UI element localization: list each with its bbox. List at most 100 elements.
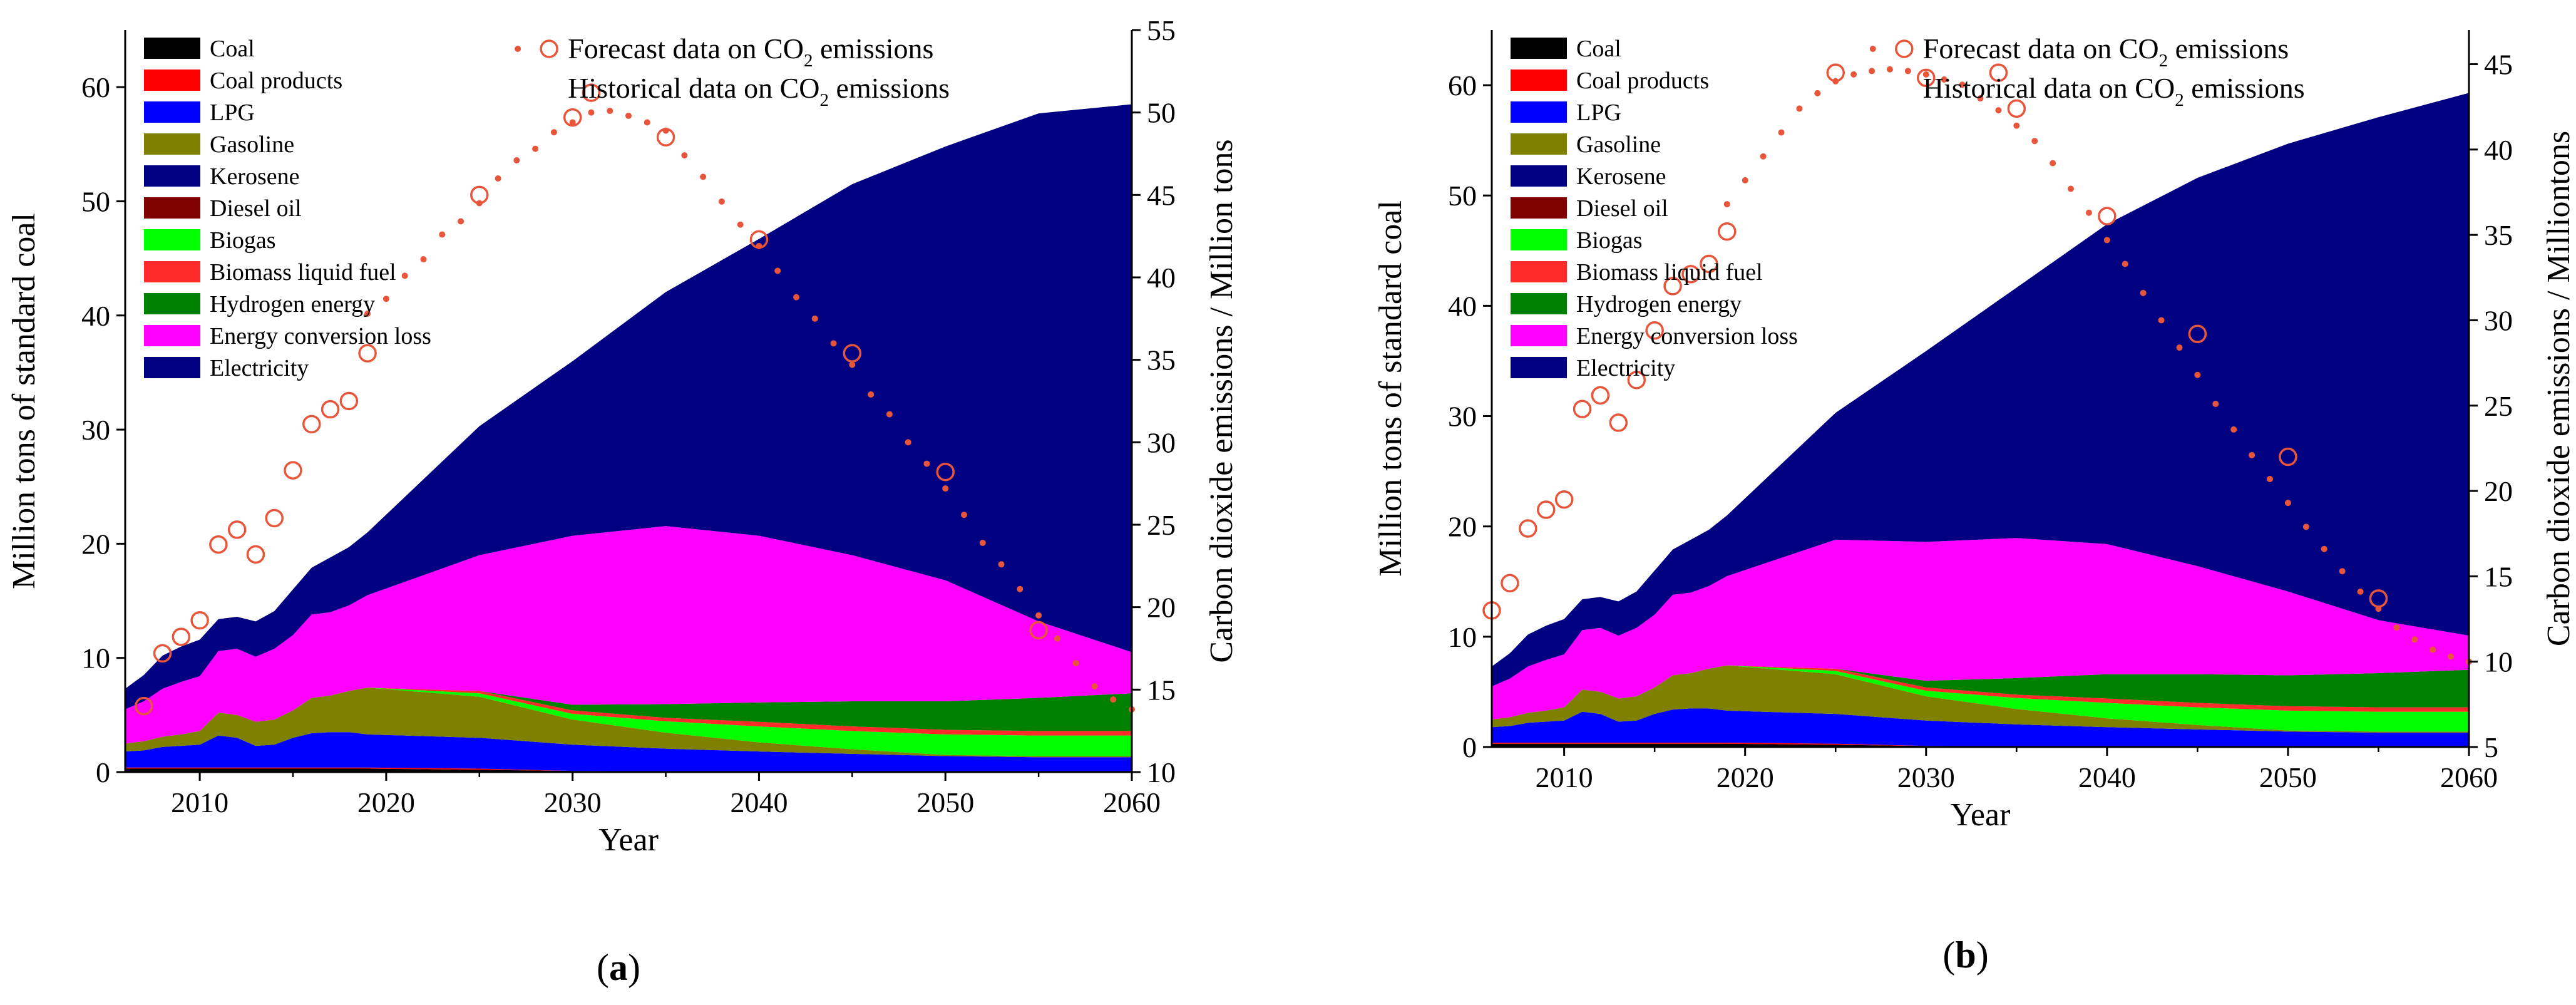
forecast-point	[1035, 612, 1042, 619]
x-tick-label: 2050	[916, 786, 974, 818]
y2-tick-label: 25	[1147, 509, 1176, 541]
forecast-point	[1760, 153, 1767, 160]
forecast-point	[458, 218, 464, 225]
forecast-point	[2448, 653, 2455, 660]
legend-label: Hydrogen energy	[210, 291, 375, 317]
area-lpg	[1492, 708, 2469, 747]
historical-point	[1591, 386, 1610, 405]
legend-label: Kerosene	[210, 163, 299, 190]
area-biomass-liquid-fuel	[125, 688, 1132, 744]
historical-point	[209, 535, 228, 554]
historical-point	[358, 344, 377, 363]
forecast-point	[2103, 237, 2110, 244]
forecast-point	[513, 157, 520, 164]
legend-label: Gasoline	[1576, 131, 1661, 158]
historical-point	[1718, 222, 1737, 241]
historical-point	[1501, 574, 1519, 593]
legend-swatch	[1511, 261, 1567, 282]
legend-swatch	[1511, 293, 1567, 314]
forecast-point	[1814, 90, 1821, 96]
forecast-point	[1941, 76, 1947, 83]
chart-panel-a: 2010 2020 2030 2040 2050 20600102030405060101…	[6, 14, 1239, 988]
legend-swatch	[1511, 165, 1567, 187]
forecast-point	[700, 173, 707, 180]
historical-point	[1029, 621, 1048, 640]
forecast-point	[550, 129, 557, 136]
y-tick-label: 60	[1448, 70, 1477, 101]
area-coal-products	[125, 767, 1132, 772]
y-tick-label: 20	[81, 528, 110, 560]
legend-swatch	[1511, 197, 1567, 219]
legend-label: Coal products	[1576, 68, 1709, 94]
legend-swatch	[144, 261, 200, 282]
forecast-point	[979, 539, 986, 546]
stacked-areas	[125, 104, 1132, 772]
forecast-point	[1796, 105, 1803, 112]
forecast-point	[1886, 66, 1893, 73]
forecast-point	[420, 256, 427, 263]
forecast-point	[1091, 683, 1098, 690]
legend-historical-label: Historical data on CO2 emissions	[1923, 72, 2305, 110]
y2-axis-title: Carbon dioxide emissions / Million tons	[1204, 139, 1239, 662]
legend-swatch	[144, 357, 200, 378]
legend-label: Diesel oil	[1576, 195, 1668, 222]
forecast-point	[1072, 660, 1079, 667]
legend-label: Energy conversion loss	[1576, 323, 1798, 349]
area-electricity	[125, 104, 1132, 709]
area-biogas	[1492, 665, 2469, 732]
forecast-point	[2158, 317, 2165, 324]
y2-tick-label: 25	[2484, 390, 2513, 422]
legend-label: Coal	[210, 36, 255, 62]
legend-swatch	[144, 293, 200, 314]
historical-point	[563, 108, 582, 127]
historical-point	[1989, 63, 2008, 82]
x-tick-label: 2030	[1897, 761, 1955, 793]
forecast-point	[2068, 185, 2075, 192]
y-tick-label: 20	[1448, 511, 1477, 543]
forecast-point	[1850, 71, 1857, 78]
historical-point	[2188, 324, 2207, 344]
x-tick-label: 2020	[1716, 761, 1774, 793]
forecast-point	[1869, 68, 1876, 75]
legend-label: Coal products	[210, 68, 342, 94]
forecast-point	[2140, 289, 2147, 296]
forecast-point	[588, 109, 595, 116]
forecast-point	[495, 175, 501, 182]
forecast-point	[2013, 122, 2020, 129]
forecast-point	[569, 119, 576, 126]
forecast-point	[625, 112, 632, 119]
forecast-point	[2050, 160, 2056, 167]
legend-label: LPG	[1576, 100, 1621, 126]
legend-swatch	[1511, 38, 1567, 59]
y2-tick-label: 30	[1147, 426, 1176, 458]
forecast-point	[644, 119, 650, 126]
y2-tick-label: 35	[2484, 219, 2513, 251]
y2-tick-label: 55	[1147, 14, 1176, 46]
y2-tick-label: 30	[2484, 304, 2513, 336]
forecast-point	[905, 439, 911, 446]
y-tick-label: 60	[81, 71, 110, 103]
forecast-point	[998, 561, 1005, 568]
y-tick-label: 0	[96, 756, 110, 788]
legend-swatch	[144, 229, 200, 250]
forecast-point	[2357, 588, 2364, 595]
forecast-point	[961, 512, 967, 518]
forecast-point	[1017, 585, 1024, 592]
forecast-point	[607, 108, 613, 115]
area-hydrogen-energy	[125, 688, 1132, 744]
y2-tick-label: 45	[2484, 49, 2513, 81]
y-tick-label: 50	[81, 185, 110, 217]
y2-tick-label: 10	[2484, 646, 2513, 678]
forecast-point	[2284, 500, 2291, 507]
historical-point	[265, 508, 284, 528]
legend-label: Coal	[1576, 36, 1621, 62]
historical-point	[1681, 265, 1700, 284]
x-tick-label: 2060	[2440, 761, 2498, 793]
forecast-point	[1742, 177, 1748, 183]
y-tick-label: 40	[81, 300, 110, 332]
legend-swatch	[144, 38, 200, 59]
forecast-point	[1904, 68, 1911, 75]
y-tick-label: 30	[81, 414, 110, 446]
historical-point	[321, 399, 340, 419]
legend-label: LPG	[210, 100, 255, 126]
